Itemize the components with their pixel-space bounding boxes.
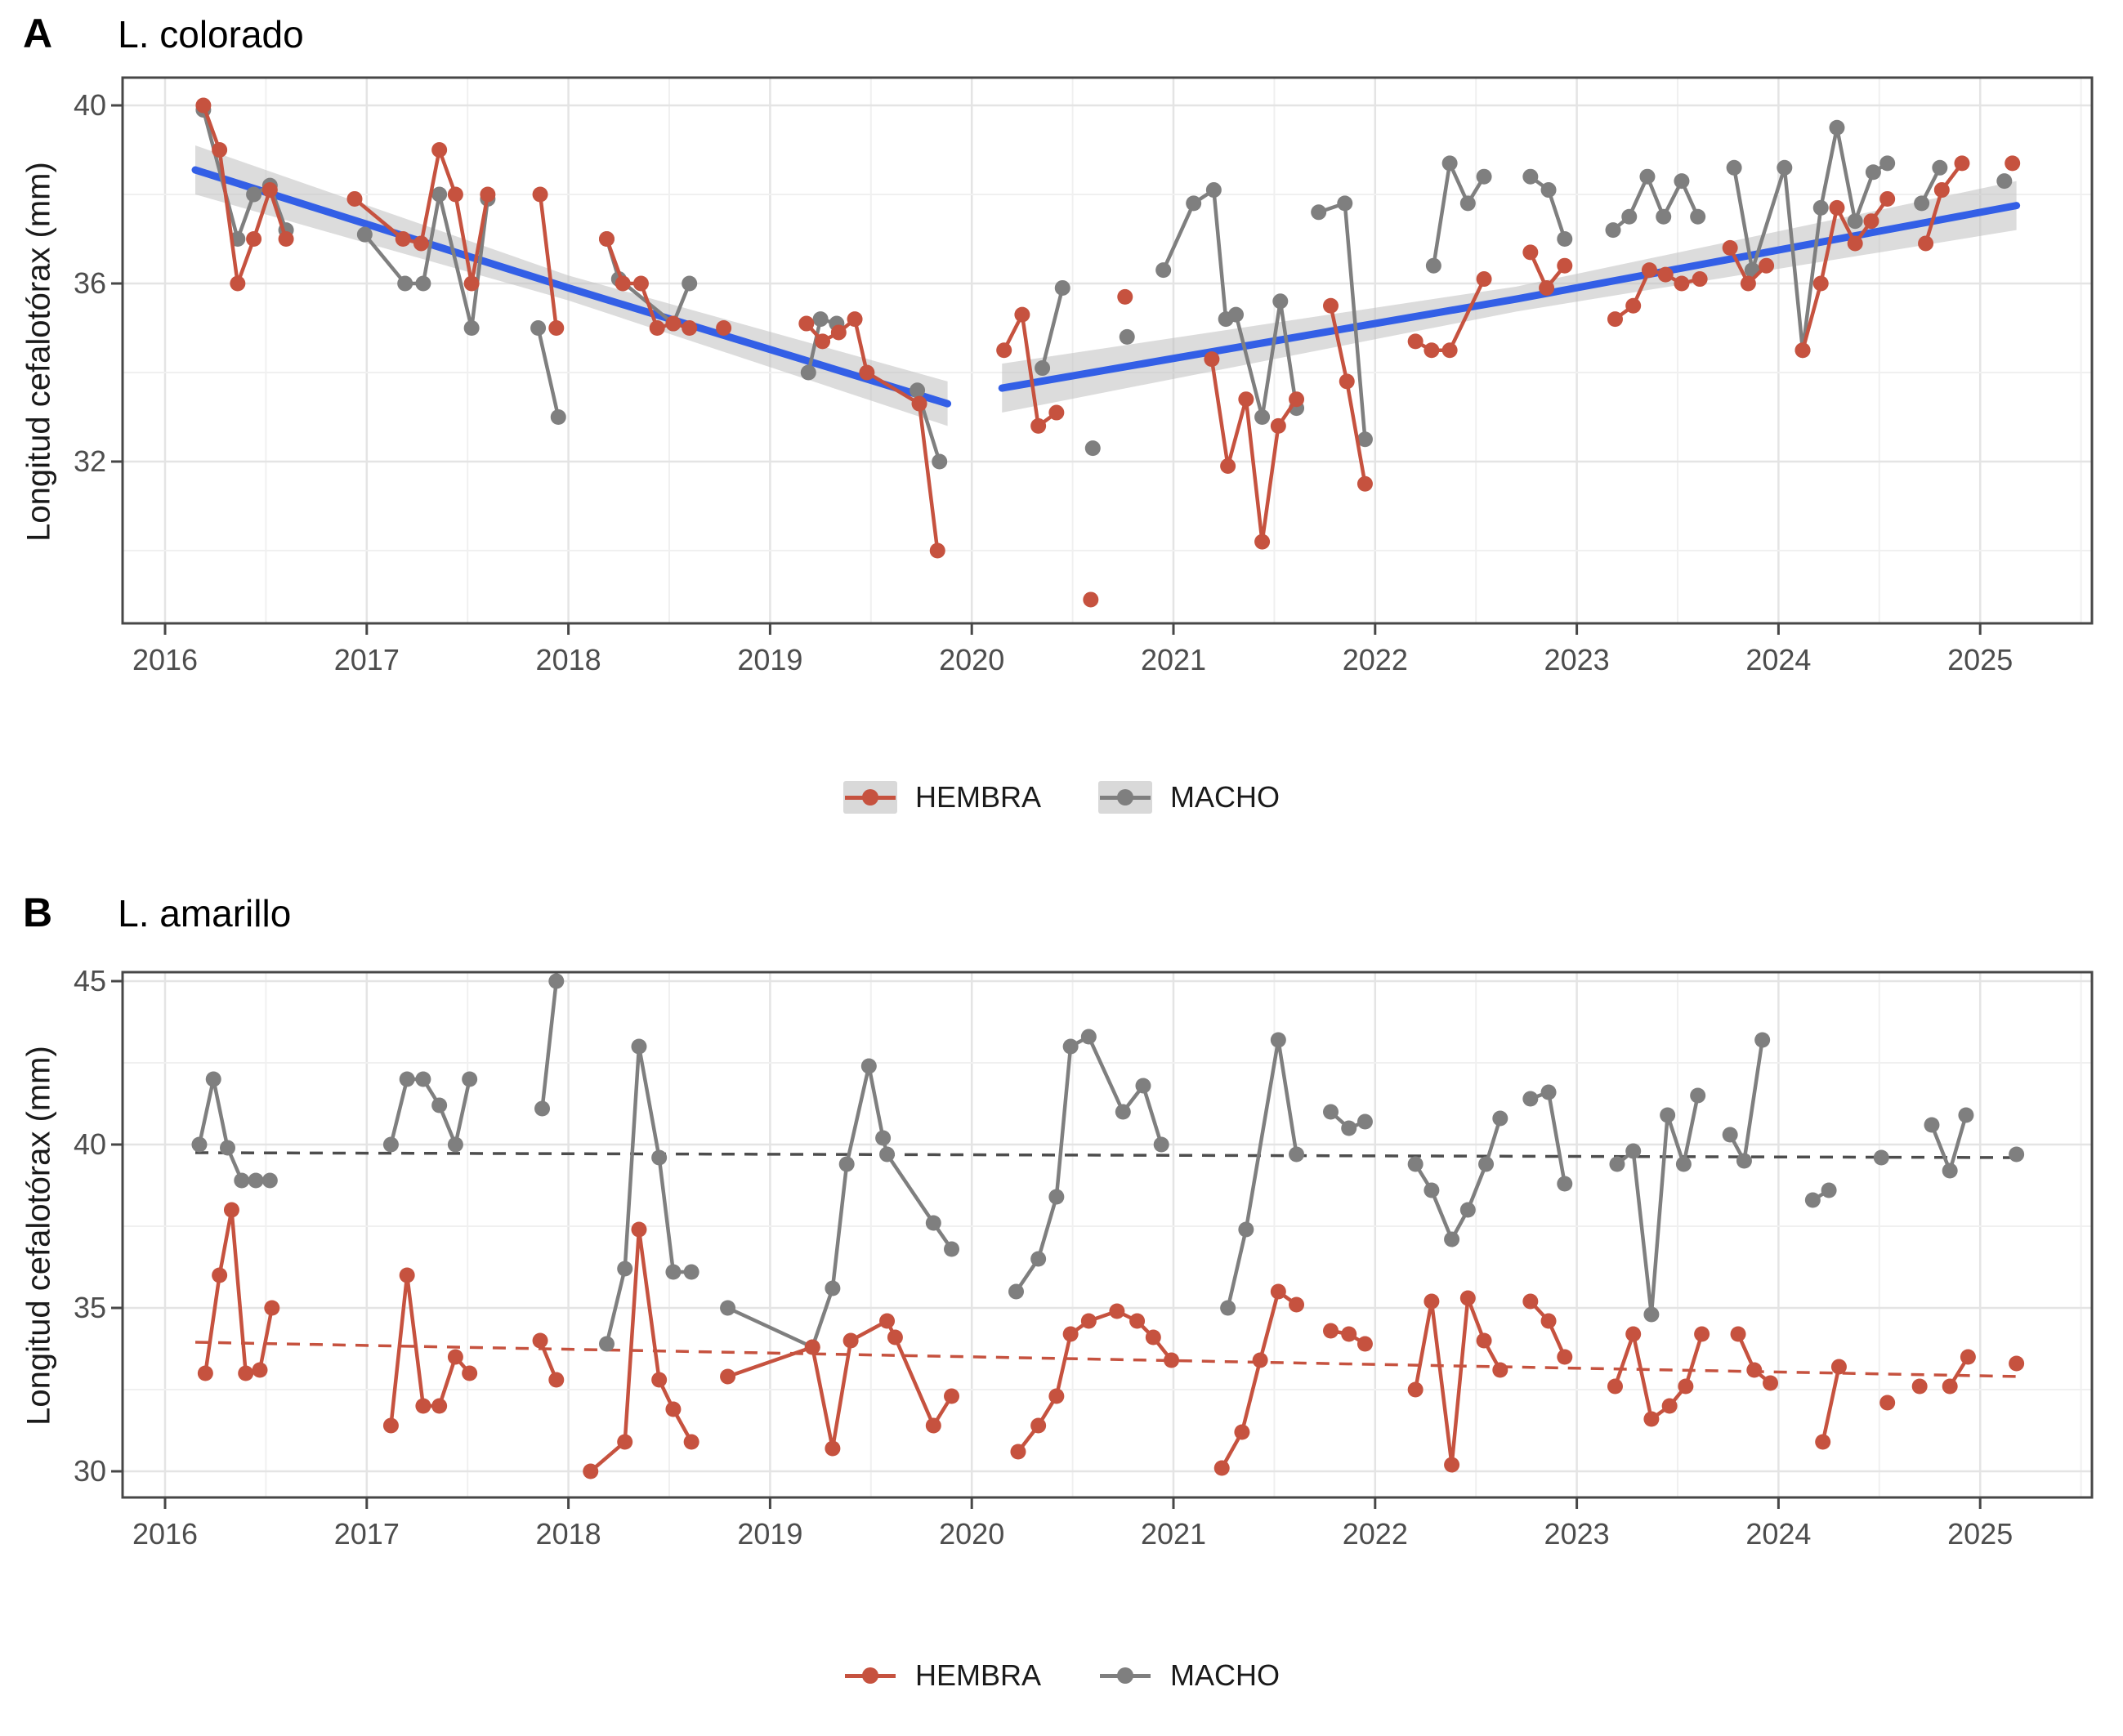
macho-key-icon: [1098, 781, 1153, 814]
legend-item-macho: MACHO: [1098, 1658, 1280, 1693]
x-tick-label: 2021: [1140, 643, 1207, 676]
x-tick-label: 2021: [1140, 1517, 1207, 1551]
x-tick-label: 2016: [132, 1517, 199, 1551]
x-tick-label: 2025: [1947, 1517, 2013, 1551]
panel-a-tag: A: [23, 11, 53, 56]
y-tick-label: 36: [73, 266, 106, 300]
legend-label-macho: MACHO: [1170, 1658, 1281, 1692]
x-tick-label: 2022: [1342, 1517, 1408, 1551]
y-tick-label: 45: [73, 964, 106, 997]
x-tick-label: 2023: [1544, 1517, 1610, 1551]
x-tick-label: 2024: [1745, 643, 1812, 676]
panel-a-title: A L. colorado: [23, 10, 304, 57]
y-tick-label: 30: [73, 1454, 106, 1488]
x-tick-label: 2024: [1745, 1517, 1812, 1551]
legend-item-hembra: HEMBRA: [843, 1658, 1041, 1693]
hembra-key-icon: [842, 781, 897, 814]
legend-item-hembra: HEMBRA: [842, 780, 1042, 814]
panel-b-chart: [111, 971, 2094, 1509]
x-tick-label: 2018: [535, 1517, 601, 1551]
hembra-key-icon: [843, 1659, 897, 1692]
legend-label-hembra: HEMBRA: [914, 1658, 1042, 1692]
x-tick-label: 2019: [737, 643, 803, 676]
x-tick-label: 2019: [737, 1517, 803, 1551]
panel-a-species: L. colorado: [118, 13, 304, 56]
y-tick-label: 35: [73, 1291, 106, 1324]
y-tick-label: 40: [73, 1127, 106, 1161]
panel-b-title: B L. amarillo: [23, 889, 291, 936]
panel-a-ylabel: Longitud cefalotórax (mm): [20, 162, 57, 542]
legend-item-macho: MACHO: [1098, 780, 1280, 814]
panel-b-ylabel: Longitud cefalotórax (mm): [20, 1046, 57, 1426]
x-tick-label: 2017: [333, 1517, 400, 1551]
legend-label-macho: MACHO: [1170, 780, 1281, 814]
y-tick-label: 40: [73, 88, 106, 122]
x-tick-label: 2016: [132, 643, 199, 676]
x-tick-label: 2020: [939, 1517, 1005, 1551]
panel-a-legend: HEMBRA MACHO: [0, 780, 2123, 814]
x-tick-label: 2017: [333, 643, 400, 676]
y-tick-label: 32: [73, 444, 106, 478]
x-tick-label: 2020: [939, 643, 1005, 676]
macho-key-icon: [1098, 1659, 1152, 1692]
x-tick-label: 2018: [535, 643, 601, 676]
legend-label-hembra: HEMBRA: [914, 780, 1042, 814]
panel-b-legend: HEMBRA MACHO: [0, 1658, 2123, 1693]
panel-b-tag: B: [23, 890, 53, 935]
x-tick-label: 2022: [1342, 643, 1408, 676]
panel-a-chart: [111, 76, 2094, 635]
x-tick-label: 2025: [1947, 643, 2013, 676]
panel-b-species: L. amarillo: [118, 892, 292, 935]
x-tick-label: 2023: [1544, 643, 1610, 676]
